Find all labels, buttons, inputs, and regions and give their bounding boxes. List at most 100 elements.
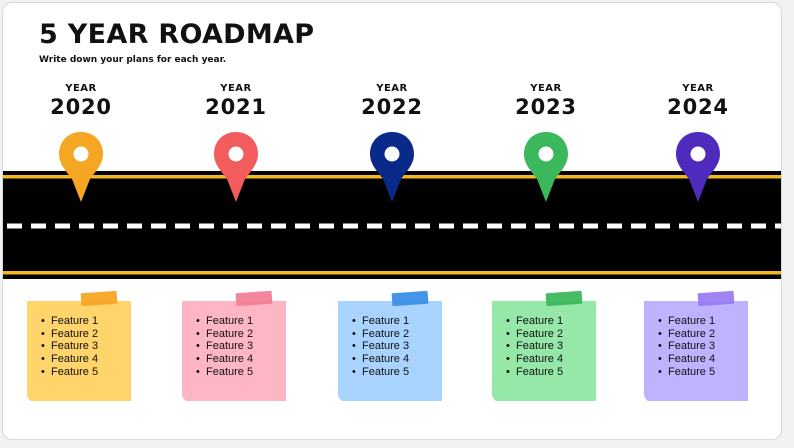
milestone-2: YEAR 2022 • Feature 1 • Feature 2 • Feature 3 • F… xyxy=(317,3,467,439)
bullet-icon: • xyxy=(352,340,356,353)
sticky-note: • Feature 1 • Feature 2 • Feature 3 • Feature 4… xyxy=(492,290,596,401)
feature-label: Feature 2 xyxy=(51,327,99,340)
year-value: 2023 xyxy=(515,95,577,119)
feature-label: Feature 5 xyxy=(206,365,254,378)
sticky-note: • Feature 1 • Feature 2 • Feature 3 • Feature 4… xyxy=(182,290,286,401)
feature-label: Feature 1 xyxy=(362,315,410,327)
year-label: YEAR xyxy=(65,83,97,94)
feature-label: Feature 5 xyxy=(51,365,99,378)
sticky-note: • Feature 1 • Feature 2 • Feature 3 • Feature 4… xyxy=(27,290,131,401)
feature-item: • Feature 3 xyxy=(658,340,715,353)
feature-item: • Feature 4 xyxy=(352,353,409,366)
bullet-icon: • xyxy=(196,327,200,340)
feature-item: • Feature 3 xyxy=(506,340,563,353)
feature-label: Feature 3 xyxy=(668,340,716,353)
year-value: 2024 xyxy=(667,95,729,119)
feature-item: • Feature 5 xyxy=(196,366,253,379)
bullet-icon: • xyxy=(658,353,662,366)
feature-list: • Feature 1 • Feature 2 • Feature 3 • Feature 4… xyxy=(658,315,715,379)
feature-item: • Feature 1 xyxy=(196,315,253,328)
bullet-icon: • xyxy=(658,365,662,378)
feature-label: Feature 2 xyxy=(516,327,564,340)
feature-label: Feature 4 xyxy=(51,353,99,366)
bullet-icon: • xyxy=(506,365,510,378)
feature-label: Feature 4 xyxy=(362,353,410,366)
feature-label: Feature 4 xyxy=(668,353,716,366)
feature-item: • Feature 5 xyxy=(41,366,98,379)
sticky-note: • Feature 1 • Feature 2 • Feature 3 • Feature 4… xyxy=(644,290,748,401)
feature-list: • Feature 1 • Feature 2 • Feature 3 • Feature 4… xyxy=(196,315,253,379)
year-value: 2020 xyxy=(50,95,112,119)
bullet-icon: • xyxy=(352,327,356,340)
bullet-icon: • xyxy=(196,365,200,378)
feature-item: • Feature 5 xyxy=(658,366,715,379)
bullet-icon: • xyxy=(352,365,356,378)
milestone-4: YEAR 2024 • Feature 1 • Feature 2 • Feature 3 • F… xyxy=(623,3,773,439)
feature-list: • Feature 1 • Feature 2 • Feature 3 • Feature 4… xyxy=(506,315,563,379)
feature-item: • Feature 3 xyxy=(352,340,409,353)
bullet-icon: • xyxy=(196,315,200,327)
milestone-3: YEAR 2023 • Feature 1 • Feature 2 • Feature 3 • F… xyxy=(471,3,621,439)
page-subtitle: Write down your plans for each year. xyxy=(39,55,227,65)
year-label: YEAR xyxy=(220,83,252,94)
sticky-note-paper xyxy=(338,301,442,401)
feature-item: • Feature 4 xyxy=(196,353,253,366)
bullet-icon: • xyxy=(658,340,662,353)
feature-item: • Feature 1 xyxy=(41,315,98,328)
map-pin-icon xyxy=(524,132,568,202)
year-value: 2021 xyxy=(205,95,267,119)
milestone-0: YEAR 2020 • Feature 1 • Feature 2 • Feature 3 • F… xyxy=(6,3,156,439)
bullet-icon: • xyxy=(41,327,45,340)
bullet-icon: • xyxy=(506,315,510,327)
bullet-icon: • xyxy=(196,340,200,353)
year-value: 2022 xyxy=(361,95,423,119)
page-title: 5 YEAR ROADMAP xyxy=(39,19,315,50)
tape-strip xyxy=(391,290,429,307)
feature-item: • Feature 3 xyxy=(196,340,253,353)
feature-item: • Feature 1 xyxy=(506,315,563,328)
feature-item: • Feature 4 xyxy=(658,353,715,366)
bullet-icon: • xyxy=(658,327,662,340)
sticky-note-paper xyxy=(27,301,131,401)
bullet-icon: • xyxy=(506,327,510,340)
feature-label: Feature 2 xyxy=(668,327,716,340)
bullet-icon: • xyxy=(352,315,356,327)
tape-strip xyxy=(545,290,583,307)
feature-label: Feature 1 xyxy=(51,315,99,327)
feature-item: • Feature 5 xyxy=(506,366,563,379)
feature-item: • Feature 2 xyxy=(506,328,563,341)
year-label: YEAR xyxy=(682,83,714,94)
feature-label: Feature 5 xyxy=(516,365,564,378)
feature-item: • Feature 4 xyxy=(41,353,98,366)
bullet-icon: • xyxy=(196,353,200,366)
map-pin-icon xyxy=(59,132,103,202)
feature-item: • Feature 2 xyxy=(196,328,253,341)
feature-label: Feature 3 xyxy=(516,340,564,353)
tape-strip xyxy=(235,290,273,307)
bullet-icon: • xyxy=(41,365,45,378)
feature-label: Feature 4 xyxy=(516,353,564,366)
feature-item: • Feature 2 xyxy=(41,328,98,341)
bullet-icon: • xyxy=(41,340,45,353)
feature-label: Feature 3 xyxy=(206,340,254,353)
bullet-icon: • xyxy=(41,315,45,327)
sticky-note-paper xyxy=(492,301,596,401)
feature-label: Feature 1 xyxy=(668,315,716,327)
feature-item: • Feature 3 xyxy=(41,340,98,353)
year-label: YEAR xyxy=(376,83,408,94)
map-pin-icon xyxy=(214,132,258,202)
bullet-icon: • xyxy=(41,353,45,366)
sticky-note-paper xyxy=(182,301,286,401)
feature-label: Feature 1 xyxy=(206,315,254,327)
feature-list: • Feature 1 • Feature 2 • Feature 3 • Feature 4… xyxy=(41,315,98,379)
sticky-note: • Feature 1 • Feature 2 • Feature 3 • Feature 4… xyxy=(338,290,442,401)
roadmap-canvas: 5 YEAR ROADMAP Write down your plans for… xyxy=(2,2,782,440)
feature-label: Feature 1 xyxy=(516,315,564,327)
milestone-1: YEAR 2021 • Feature 1 • Feature 2 • Feature 3 • F… xyxy=(161,3,311,439)
bullet-icon: • xyxy=(506,353,510,366)
feature-label: Feature 5 xyxy=(362,365,410,378)
feature-label: Feature 5 xyxy=(668,365,716,378)
tape-strip xyxy=(697,290,735,307)
feature-label: Feature 2 xyxy=(362,327,410,340)
year-label: YEAR xyxy=(530,83,562,94)
